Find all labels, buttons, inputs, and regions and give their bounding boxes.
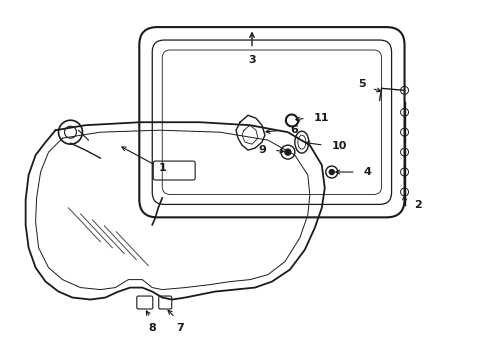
Text: 4: 4 [363,167,371,177]
Circle shape [328,170,334,175]
Text: 7: 7 [176,323,183,333]
Text: 10: 10 [331,141,346,151]
Text: 2: 2 [413,200,421,210]
Circle shape [285,149,290,155]
Text: 8: 8 [148,323,156,333]
Text: 6: 6 [289,125,297,135]
Text: 3: 3 [247,55,255,66]
Text: 5: 5 [357,79,365,89]
Text: 9: 9 [258,145,265,155]
Text: 11: 11 [313,113,328,123]
Text: 1: 1 [158,163,166,173]
